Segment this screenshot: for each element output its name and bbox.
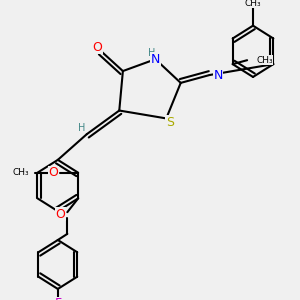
Text: S: S (166, 116, 174, 129)
Text: O: O (56, 208, 65, 220)
Text: N: N (151, 53, 160, 66)
Text: O: O (93, 41, 103, 54)
Text: CH₃: CH₃ (245, 0, 261, 8)
Text: CH₃: CH₃ (13, 168, 29, 177)
Text: F: F (54, 297, 61, 300)
Text: H: H (148, 48, 155, 58)
Text: O: O (48, 166, 58, 179)
Text: H: H (78, 123, 85, 133)
Text: N: N (213, 68, 223, 82)
Text: CH₃: CH₃ (256, 56, 273, 65)
